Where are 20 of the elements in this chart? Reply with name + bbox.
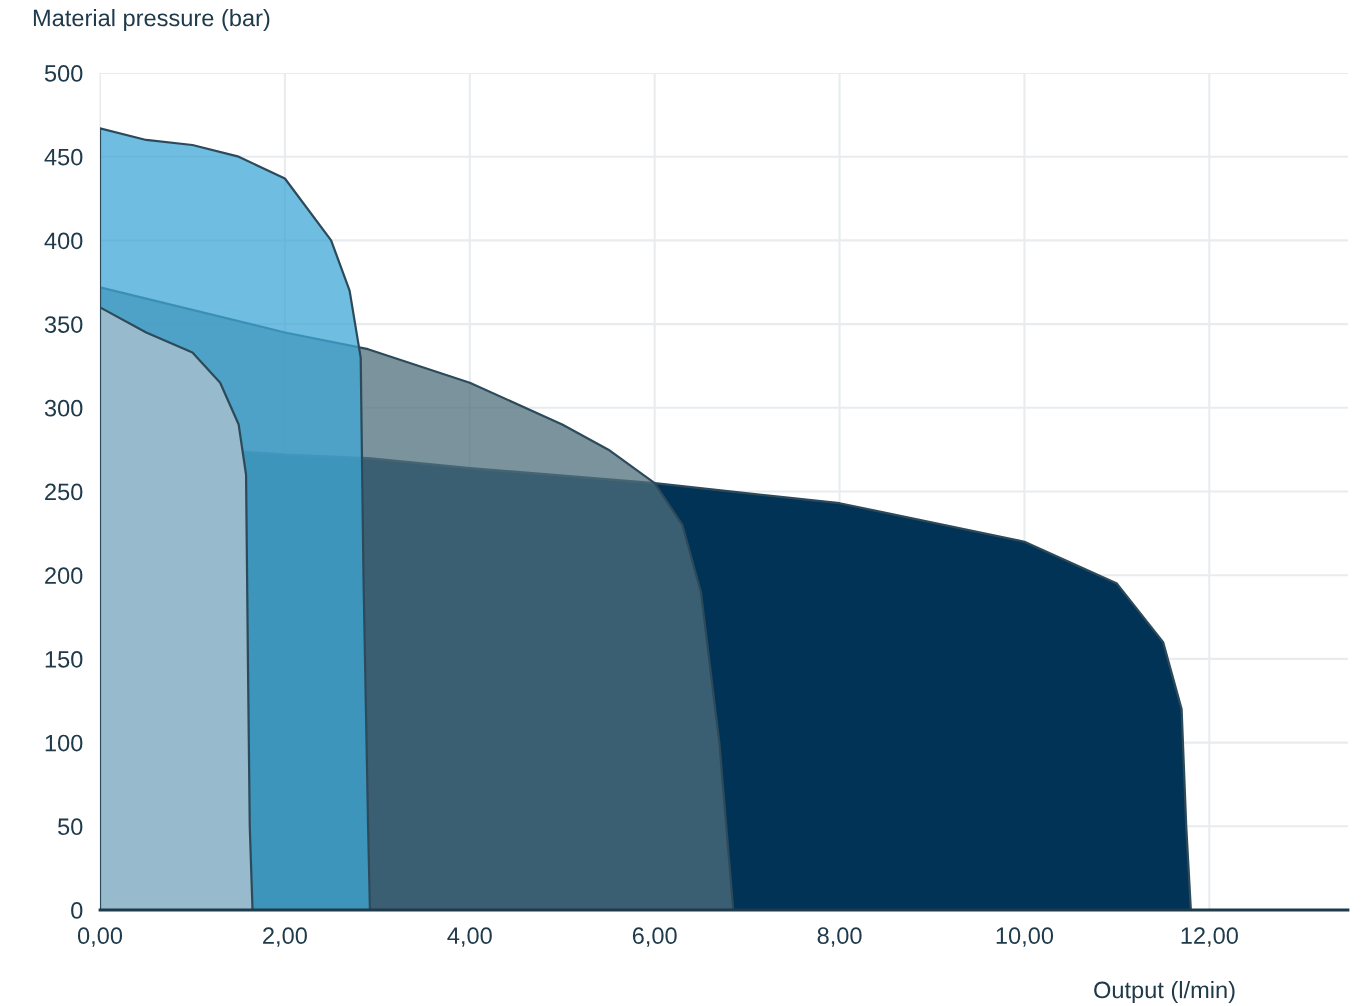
y-tick-label: 300: [44, 399, 83, 417]
x-tick-label: 10,00: [996, 927, 1054, 947]
y-tick-label: 250: [45, 483, 83, 501]
x-tick-label: 12,00: [1181, 927, 1238, 947]
y-tick-label: 450: [44, 148, 83, 166]
x-tick-label: 0,00: [77, 927, 123, 947]
x-tick-label: 6,00: [632, 927, 677, 947]
y-tick-label: 500: [44, 65, 83, 82]
x-tick-label: 4,00: [447, 927, 492, 947]
y-tick-label: 400: [44, 232, 83, 250]
x-axis-title: Output (l/min): [1094, 980, 1235, 1004]
y-tick-label: 0: [71, 902, 83, 919]
x-tick-label: 8,00: [817, 927, 862, 947]
y-tick-label: 50: [58, 818, 83, 836]
y-tick-label: 200: [45, 567, 83, 584]
x-tick-label: 2,00: [263, 927, 307, 947]
y-tick-label: 150: [45, 650, 83, 668]
y-axis-title: Material pressure (bar): [33, 9, 270, 31]
y-tick-label: 350: [44, 316, 83, 333]
y-tick-label: 100: [45, 734, 83, 752]
